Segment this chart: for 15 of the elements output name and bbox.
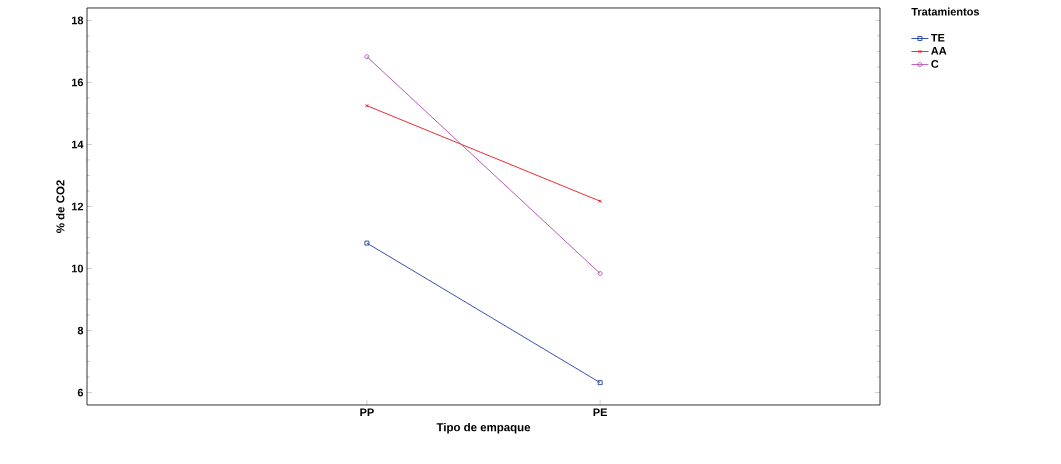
y-tick-label: 16 [71, 78, 84, 87]
y-axis-title: % de CO2 [56, 180, 65, 233]
legend-title: Tratamientos [911, 7, 980, 16]
y-tick-label: 14 [71, 140, 84, 149]
legend-label: C [931, 60, 939, 68]
y-tick-label: 18 [71, 16, 84, 25]
legend-label: AA [931, 47, 947, 55]
y-tick-label: 8 [77, 326, 84, 335]
legend-label: TE [930, 34, 945, 42]
x-axis-title: Tipo de empaque [436, 422, 531, 434]
x-tick-label: PP [360, 408, 374, 417]
y-tick-label: 10 [71, 264, 84, 273]
x-tick-label: PE [593, 408, 607, 417]
y-tick-label: 12 [71, 202, 84, 211]
y-tick-label: 6 [77, 388, 84, 397]
